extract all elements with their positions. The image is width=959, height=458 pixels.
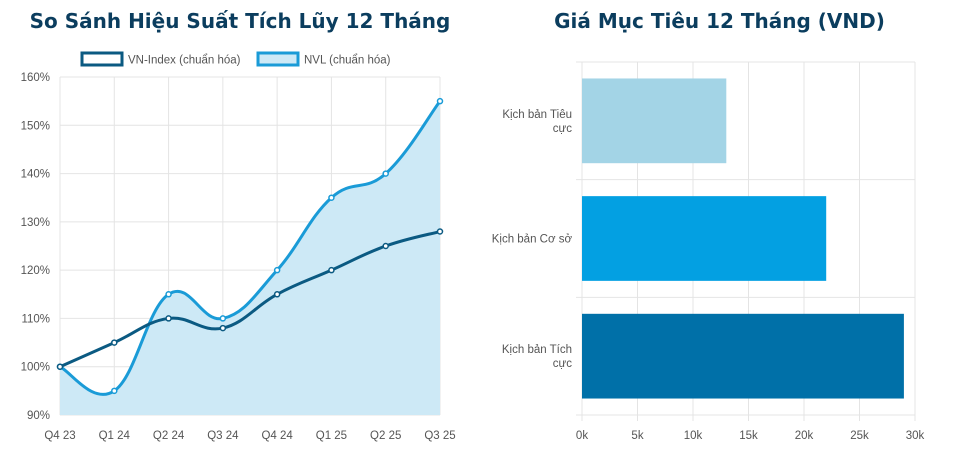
data-point-nvl	[111, 387, 118, 395]
data-point-nvl	[219, 315, 227, 322]
data-point-nvl	[273, 266, 281, 274]
data-point-vnindex	[273, 291, 281, 298]
data-point-nvl	[436, 97, 444, 105]
x-tick-label: Q3 24	[207, 430, 239, 442]
legend: VN-Index (chuẩn hóa) NVL (chuẩn hóa)	[80, 51, 391, 67]
series-area-nvl	[60, 101, 440, 416]
line-chart-title: So Sánh Hiệu Suất Tích Lũy 12 Tháng	[29, 9, 451, 33]
legend-label: VN-Index (chuẩn hóa)	[128, 55, 241, 67]
legend-swatch	[80, 51, 124, 67]
series-line-vnindex	[59, 230, 441, 369]
x-tick-label: Q1 24	[99, 430, 131, 442]
x-tick-label: 10k	[684, 430, 703, 442]
y-tick-label: Kịch bản Tiêu	[502, 109, 572, 121]
x-tick-label: 15k	[739, 430, 758, 442]
data-point-nvl	[382, 170, 389, 177]
x-tick-label: Q3 25	[424, 430, 455, 442]
series-line-nvl	[59, 100, 442, 396]
x-tick-label: Q2 25	[370, 430, 401, 442]
y-tick-label: Kịch bản Cơ sở	[492, 234, 573, 246]
data-point-vnindex	[328, 266, 335, 274]
x-tick-label: Q4 24	[261, 430, 293, 442]
x-tick-label: Q4 23	[44, 430, 75, 442]
line-chart: 90% 100% 110% 120% 130% 140% 150% 160% Q4 23 Q1 2…	[21, 51, 456, 442]
data-point-vnindex	[165, 315, 172, 322]
data-point-vnindex	[56, 363, 64, 370]
y-tick-label: 160%	[21, 72, 50, 84]
data-point-nvl	[328, 194, 335, 201]
bar-chart-title: Giá Mục Tiêu 12 Tháng (VND)	[554, 9, 885, 33]
x-tick-label: Q1 25	[316, 430, 347, 442]
y-tick-label: 90%	[27, 410, 50, 422]
bar	[582, 313, 904, 399]
y-tick-label: 120%	[21, 265, 50, 277]
data-point-nvl	[165, 291, 172, 298]
x-tick-label: 30k	[906, 430, 925, 442]
x-tick-label: 5k	[631, 430, 643, 442]
y-tick-label: 110%	[21, 313, 50, 325]
data-point-vnindex	[436, 228, 444, 235]
x-tick-label: Q2 24	[153, 430, 185, 442]
y-tick-label: cực	[553, 123, 572, 135]
data-point-vnindex	[382, 242, 389, 250]
data-point-vnindex	[111, 339, 118, 346]
bar	[582, 78, 727, 164]
y-tick-label: 150%	[21, 120, 50, 132]
bar	[582, 196, 827, 281]
y-tick-label: cực	[553, 358, 572, 370]
data-point-vnindex	[219, 324, 227, 332]
x-tick-label: 0k	[576, 430, 588, 442]
y-tick-label: 140%	[21, 169, 50, 181]
legend-swatch	[256, 51, 300, 67]
x-tick-label: 20k	[795, 430, 814, 442]
y-tick-label: 100%	[21, 362, 50, 374]
y-tick-label: Kịch bản Tích	[502, 344, 572, 356]
legend-label: NVL (chuẩn hóa)	[304, 55, 391, 67]
y-tick-label: 130%	[21, 217, 50, 229]
x-tick-label: 25k	[850, 430, 869, 442]
